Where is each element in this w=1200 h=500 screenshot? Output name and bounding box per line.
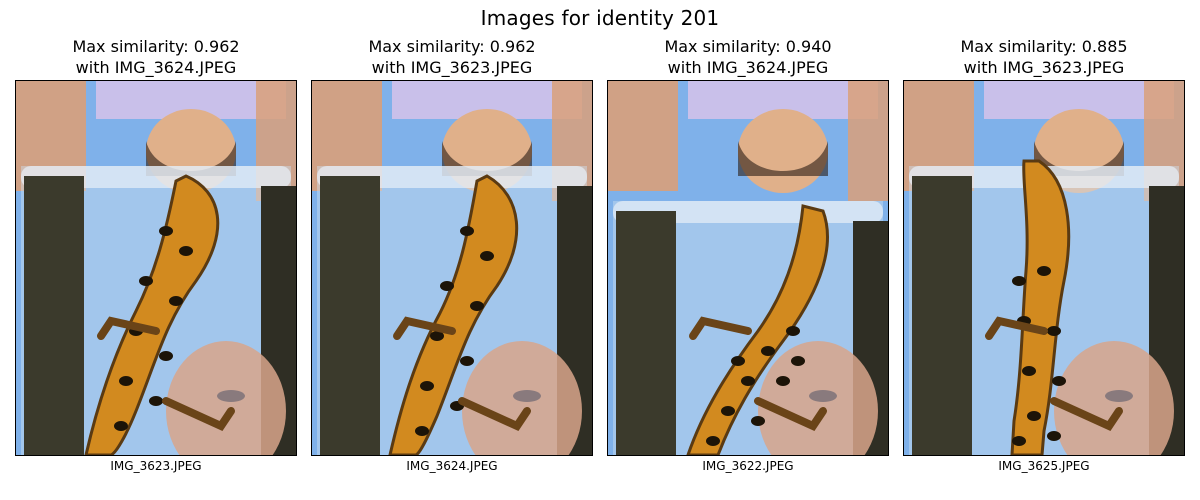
salamander-image [311,80,593,456]
panel-title: Max similarity: 0.940 with IMG_3624.JPEG [607,36,889,78]
image-filename: IMG_3623.JPEG [110,459,202,473]
similarity-label: Max similarity: 0.962 [72,37,240,56]
image-filename: IMG_3622.JPEG [702,459,794,473]
image-filename: IMG_3624.JPEG [406,459,498,473]
match-label: with IMG_3623.JPEG [963,58,1125,77]
similarity-label: Max similarity: 0.940 [664,37,832,56]
salamander-image [607,80,889,456]
match-label: with IMG_3624.JPEG [75,58,237,77]
photo-graphic [312,81,592,455]
salamander-image [903,80,1185,456]
similarity-label: Max similarity: 0.885 [960,37,1128,56]
panel-title: Max similarity: 0.885 with IMG_3623.JPEG [903,36,1185,78]
match-label: with IMG_3624.JPEG [667,58,829,77]
salamander-image [15,80,297,456]
figure-title: Images for identity 201 [480,6,720,30]
match-label: with IMG_3623.JPEG [371,58,533,77]
panel-title: Max similarity: 0.962 with IMG_3623.JPEG [311,36,593,78]
photo-graphic [904,81,1184,455]
similarity-label: Max similarity: 0.962 [368,37,536,56]
photo-graphic [16,81,296,455]
panel-title: Max similarity: 0.962 with IMG_3624.JPEG [15,36,297,78]
image-filename: IMG_3625.JPEG [998,459,1090,473]
photo-graphic [608,81,888,455]
